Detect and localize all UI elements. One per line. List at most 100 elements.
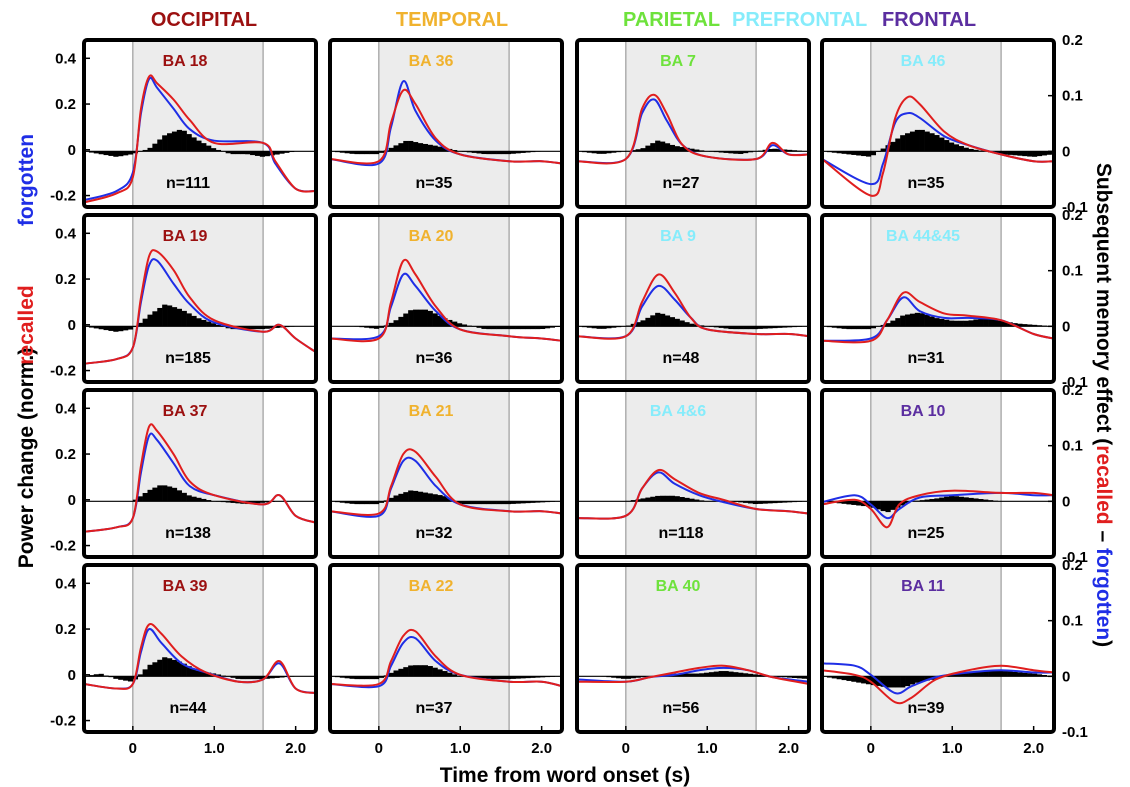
- panel-n-label: n=185: [165, 350, 211, 367]
- sme-bar: [235, 501, 241, 504]
- sme-bar: [349, 501, 355, 504]
- sme-bar: [264, 326, 270, 329]
- sme-bar: [373, 501, 380, 505]
- panel-frame: [328, 563, 564, 734]
- panel-n-label: n=48: [663, 350, 700, 367]
- y-tick-label-left: 0.4: [55, 225, 77, 242]
- sme-bar: [500, 151, 507, 155]
- sme-bar: [851, 501, 857, 505]
- panel-ba-21: BA 21 n=32: [328, 388, 564, 559]
- sme-bar: [403, 313, 409, 327]
- sme-bar: [274, 326, 280, 328]
- sme-bar: [664, 143, 671, 152]
- sme-bar: [142, 318, 148, 327]
- stimulus-window: [625, 565, 757, 732]
- x-tick-label: 1.0: [697, 740, 718, 757]
- right-label-dash: –: [1092, 525, 1115, 548]
- x-tick-label: 0: [129, 740, 137, 757]
- sme-bar: [427, 493, 433, 502]
- sme-bar: [919, 129, 925, 152]
- sme-bar: [630, 500, 636, 502]
- sme-bar: [196, 670, 202, 677]
- sme-bar: [782, 149, 788, 152]
- sme-bar: [354, 676, 360, 680]
- sme-bar: [616, 676, 622, 679]
- sme-bar: [254, 326, 261, 330]
- sme-bar: [481, 676, 487, 679]
- sme-bar: [176, 308, 182, 327]
- sme-bar: [525, 326, 531, 330]
- sme-bar: [422, 309, 428, 327]
- sme-bar: [826, 676, 833, 678]
- sme-bar: [958, 672, 964, 677]
- panel-n-label: n=39: [908, 700, 945, 717]
- sme-bar: [210, 148, 217, 152]
- sme-bar: [757, 674, 763, 677]
- sme-bar: [983, 670, 989, 677]
- sme-bar: [856, 501, 862, 506]
- sme-histogram: [330, 490, 560, 505]
- panel-frame: [575, 388, 811, 559]
- sme-bar: [417, 491, 424, 502]
- sme-bar: [1017, 672, 1023, 677]
- sme-bar: [1017, 323, 1023, 327]
- sme-bar: [171, 659, 178, 677]
- sme-bar: [535, 326, 541, 330]
- sme-bar: [486, 501, 492, 505]
- sme-bar: [510, 501, 516, 504]
- sme-bar: [201, 671, 207, 677]
- panel-ba-19: BA 19 n=185 -0.2 0 0.2 0.4: [50, 213, 318, 384]
- sme-bar: [408, 310, 414, 327]
- sme-bar: [132, 499, 139, 502]
- x-tick-label: 2.0: [1023, 740, 1044, 757]
- sme-bar: [856, 326, 862, 330]
- sme-bar: [496, 676, 502, 680]
- x-tick-label: 2.0: [778, 740, 799, 757]
- y-tick-label-right: 0.2: [1062, 32, 1083, 49]
- sme-bar: [767, 501, 773, 504]
- sme-bar: [870, 501, 877, 508]
- sme-bar: [369, 676, 375, 680]
- sme-bar: [958, 320, 964, 327]
- panel-ba-10: BA 10 n=25 -0.1 0 0.1 0.2: [820, 382, 1088, 566]
- sme-bar: [398, 668, 404, 677]
- sme-bar: [437, 669, 443, 677]
- panel-frame: [575, 563, 811, 734]
- sme-bar: [250, 151, 256, 156]
- sme-bar: [890, 676, 896, 688]
- panel-ba-44-45: BA 44&45 n=31 -0.1 0 0.1 0.2: [820, 207, 1088, 391]
- sme-bar: [963, 147, 969, 152]
- sme-bar: [364, 326, 370, 328]
- panel-n-label: n=35: [416, 175, 453, 192]
- stimulus-window: [132, 565, 264, 732]
- right-label-suffix: ): [1092, 640, 1115, 647]
- sme-bar: [486, 151, 492, 155]
- sme-bar: [831, 326, 837, 328]
- sme-bar: [728, 151, 734, 154]
- sme-bar: [437, 146, 443, 152]
- stimulus-window: [870, 390, 1002, 557]
- sme-bar: [586, 326, 592, 328]
- sme-bar: [997, 320, 1004, 327]
- sme-bar: [413, 490, 419, 502]
- sme-bar: [846, 151, 852, 155]
- panel-ba-39: BA 39 n=44 -0.2 0 0.2 0.4 0 1.0 2.0: [50, 563, 318, 757]
- sme-bar: [417, 665, 424, 677]
- sme-bar: [530, 676, 536, 678]
- sme-bar: [274, 676, 280, 678]
- sme-bar: [684, 497, 690, 502]
- sme-bar: [176, 661, 182, 677]
- y-tick-label-left: -0.2: [50, 538, 76, 555]
- sme-bar: [738, 672, 744, 677]
- sme-bar: [456, 323, 463, 327]
- sme-bar: [515, 326, 521, 330]
- recalled-line: [84, 423, 316, 533]
- sme-bar: [640, 148, 646, 152]
- sme-bar: [909, 676, 916, 685]
- sme-bar: [1022, 151, 1028, 157]
- sme-bar: [378, 326, 385, 328]
- sme-bar: [743, 673, 749, 677]
- sme-bar: [875, 501, 881, 510]
- sme-bar: [157, 485, 163, 502]
- sme-bar: [466, 501, 472, 505]
